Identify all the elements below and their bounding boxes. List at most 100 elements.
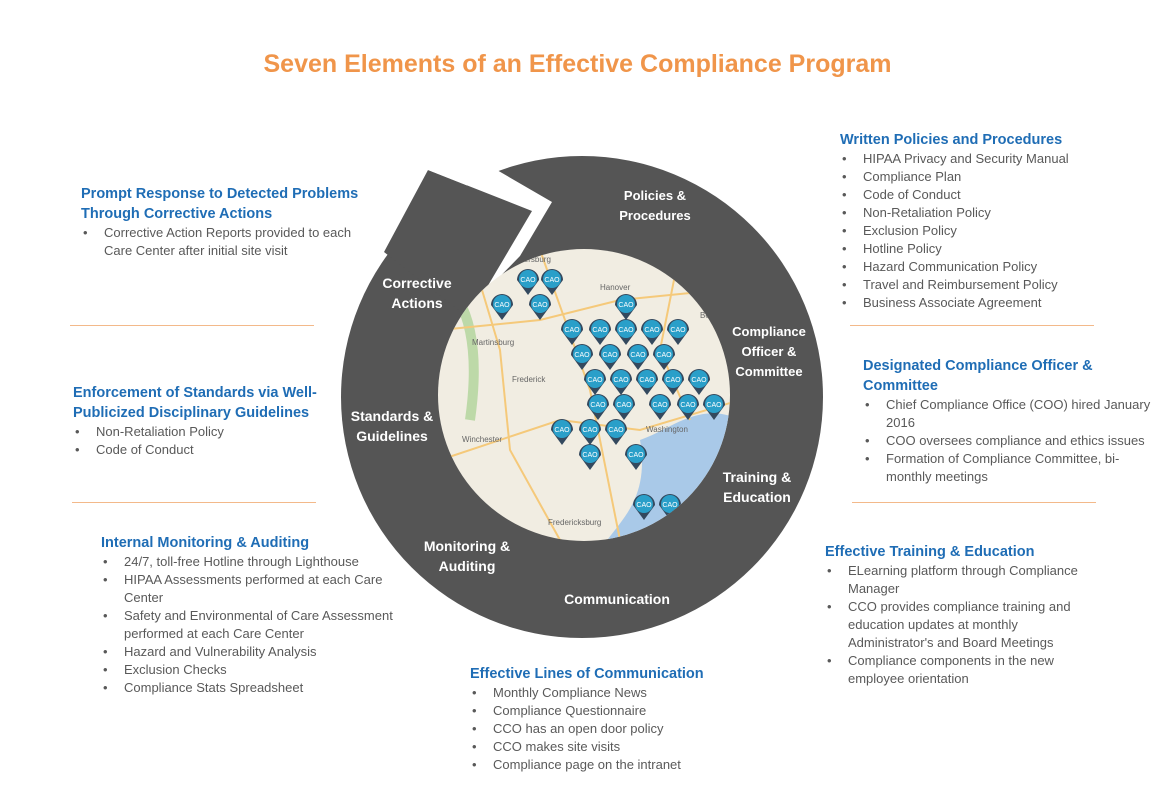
pin-label: CAO <box>582 452 598 459</box>
bullet-list: Monthly Compliance NewsCompliance Questi… <box>470 684 770 774</box>
cao-location-pin[interactable]: CAO <box>703 394 725 420</box>
cao-location-pin[interactable]: CAO <box>677 394 699 420</box>
cao-location-pin[interactable]: CAO <box>641 319 663 345</box>
list-item: Exclusion Policy <box>840 222 1140 240</box>
divider <box>852 502 1096 503</box>
list-item: COO oversees compliance and ethics issue… <box>863 432 1163 450</box>
cao-location-pin[interactable]: CAO <box>636 369 658 395</box>
list-item: Code of Conduct <box>73 441 333 459</box>
section-prompt: Prompt Response to Detected Problems Thr… <box>81 184 381 260</box>
pin-label: CAO <box>628 452 644 459</box>
pin-label: CAO <box>608 427 624 434</box>
map-place-label: Frederick <box>512 375 546 384</box>
map-roads <box>439 249 730 541</box>
cao-location-pin[interactable]: CAO <box>579 419 601 445</box>
section-heading: Effective Lines of Communication <box>470 666 704 682</box>
section-heading: Effective Training & Education <box>825 544 1035 560</box>
pin-label: CAO <box>520 277 536 284</box>
section-designated: Designated Compliance Officer & Committe… <box>863 356 1163 486</box>
pin-label: CAO <box>532 302 548 309</box>
cao-location-pin[interactable]: CAO <box>491 294 513 320</box>
pin-label: CAO <box>602 352 618 359</box>
cao-location-pin[interactable]: CAO <box>627 344 649 370</box>
pin-label: CAO <box>587 377 603 384</box>
ring-label-standards: Standards & Guidelines <box>350 408 434 444</box>
map-pins: CAO CAO CAO CAO CAO CAO CAO CAO CAO CAO CAO CAO CAO C… <box>491 269 725 520</box>
cao-location-pin[interactable]: CAO <box>615 319 637 345</box>
arrow-head <box>384 170 534 322</box>
list-item: 24/7, toll-free Hotline through Lighthou… <box>101 553 411 571</box>
cao-location-pin[interactable]: CAO <box>517 269 539 295</box>
ring-label-monitoring: Monitoring & Auditing <box>423 538 511 574</box>
list-item: Compliance Questionnaire <box>470 702 770 720</box>
section-training: Effective Training & Education ELearning … <box>825 542 1100 688</box>
cao-location-pin[interactable]: CAO <box>529 294 551 320</box>
cao-location-pin[interactable]: CAO <box>561 319 583 345</box>
list-item: Compliance Stats Spreadsheet <box>101 679 411 697</box>
cao-location-pin[interactable]: CAO <box>610 369 632 395</box>
cao-location-pin[interactable]: CAO <box>587 394 609 420</box>
pin-label: CAO <box>691 377 707 384</box>
pin-label: CAO <box>590 402 606 409</box>
cao-location-pin[interactable]: CAO <box>633 494 655 520</box>
cao-location-pin[interactable]: CAO <box>571 344 593 370</box>
cao-location-pin[interactable]: CAO <box>613 394 635 420</box>
list-item: Hotline Policy <box>840 240 1140 258</box>
section-heading: Internal Monitoring & Auditing <box>101 535 310 551</box>
cao-location-pin[interactable]: CAO <box>541 269 563 295</box>
pin-label: CAO <box>644 327 660 334</box>
list-item: HIPAA Privacy and Security Manual <box>840 150 1140 168</box>
pin-label: CAO <box>706 402 722 409</box>
cao-location-pin[interactable]: CAO <box>662 369 684 395</box>
cao-location-pin[interactable]: CAO <box>551 419 573 445</box>
list-item: Hazard Communication Policy <box>840 258 1140 276</box>
cao-location-pin[interactable]: CAO <box>667 319 689 345</box>
list-item: Non-Retaliation Policy <box>73 423 333 441</box>
cao-location-pin[interactable]: CAO <box>584 369 606 395</box>
pin-label: CAO <box>618 302 634 309</box>
bullet-list: Non-Retaliation PolicyCode of Conduct <box>73 423 333 459</box>
cao-location-pin[interactable]: CAO <box>589 319 611 345</box>
bullet-list: Corrective Action Reports provided to ea… <box>81 224 381 260</box>
list-item: Travel and Reimbursement Policy <box>840 276 1140 294</box>
map-place-label: Fredericksburg <box>548 518 601 527</box>
cao-location-pin[interactable]: CAO <box>653 344 675 370</box>
divider <box>72 502 316 503</box>
cao-location-pin[interactable]: CAO <box>579 444 601 470</box>
cao-location-pin[interactable]: CAO <box>688 369 710 395</box>
cao-location-pin[interactable]: CAO <box>649 394 671 420</box>
pin-label: CAO <box>652 402 668 409</box>
pin-label: CAO <box>616 402 632 409</box>
cao-location-pin[interactable]: CAO <box>659 494 681 520</box>
ring-label-policies: Policies & Procedures <box>619 188 691 223</box>
list-item: Formation of Compliance Committee, bi-mo… <box>863 450 1163 486</box>
list-item: CCO provides compliance training and edu… <box>825 598 1100 652</box>
list-item: Non-Retaliation Policy <box>840 204 1140 222</box>
section-communication: Effective Lines of Communication Monthly … <box>470 664 770 774</box>
list-item: ELearning platform through Compliance Ma… <box>825 562 1100 598</box>
pin-label: CAO <box>665 377 681 384</box>
pin-label: CAO <box>670 327 686 334</box>
list-item: Safety and Environmental of Care Assessm… <box>101 607 411 643</box>
pin-label: CAO <box>494 302 510 309</box>
cao-location-pin[interactable]: CAO <box>599 344 621 370</box>
list-item: Code of Conduct <box>840 186 1140 204</box>
section-written: Written Policies and Procedures HIPAA Pri… <box>840 130 1140 312</box>
section-heading: Designated Compliance Officer & Committe… <box>863 358 1093 394</box>
list-item: Compliance page on the intranet <box>470 756 770 774</box>
ring-label-corrective: Corrective Actions <box>382 275 452 311</box>
cao-location-pin[interactable]: CAO <box>615 294 637 320</box>
ring-label-officer: Compliance Officer & Committee <box>732 324 806 379</box>
section-heading: Enforcement of Standards via Well-Public… <box>73 385 317 421</box>
list-item: Monthly Compliance News <box>470 684 770 702</box>
pin-label: CAO <box>639 377 655 384</box>
section-heading: Prompt Response to Detected Problems Thr… <box>81 186 359 222</box>
ring-label-communication: Communication <box>564 591 670 607</box>
list-item: CCO makes site visits <box>470 738 770 756</box>
pin-label: CAO <box>618 327 634 334</box>
cao-location-pin[interactable]: CAO <box>625 444 647 470</box>
cao-location-pin[interactable]: CAO <box>605 419 627 445</box>
pin-label: CAO <box>582 427 598 434</box>
